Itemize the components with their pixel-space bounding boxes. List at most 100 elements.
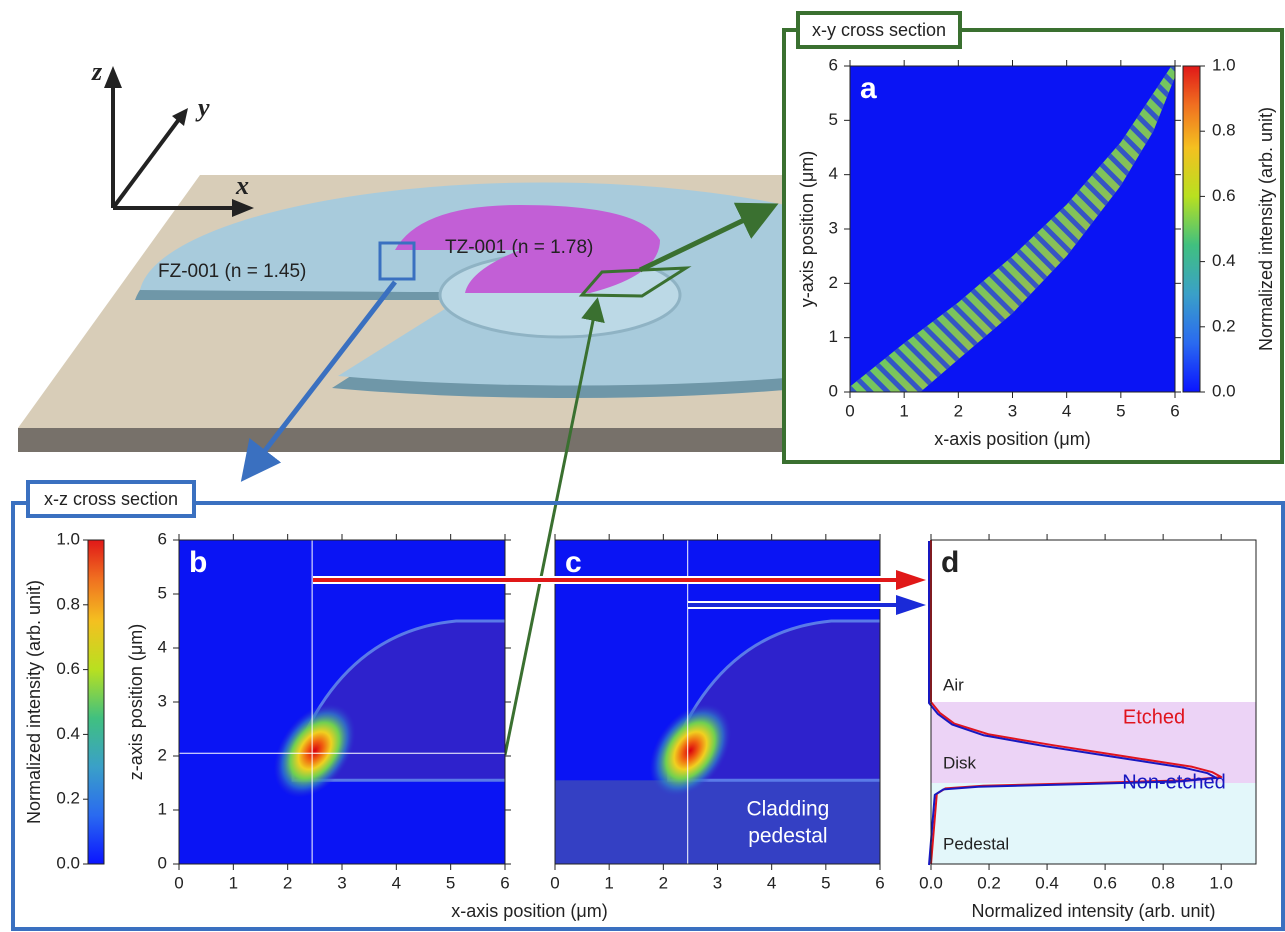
series-label: Etched [1123,706,1185,728]
frame-tag [26,480,196,518]
x-tick-label: 0.4 [1035,873,1059,892]
x-tick-label: 3 [713,873,722,892]
colorbar-tick-label: 1.0 [56,529,80,548]
y-axis-label: z-axis position (μm) [126,624,146,780]
x-tick-label: 0.0 [919,873,943,892]
x-tick-label: 4 [767,873,776,892]
series-label: Non-etched [1122,771,1225,793]
x-tick-label: 3 [337,873,346,892]
x-tick-label: 4 [1062,401,1071,420]
plot-area [555,540,880,864]
y-tick-label: 1 [829,327,838,346]
y-tick-label: 5 [829,110,838,129]
y-tick-label: 0 [829,381,838,400]
arrow [638,202,779,273]
hotspot [649,703,732,798]
colorbar-tick-label: 0.2 [56,789,80,808]
plot-border [554,539,881,865]
colorbar [87,539,105,865]
axes-3d [111,78,240,210]
colorbar-label: Normalized intensity (arb. unit) [1256,107,1276,351]
x-tick-label: 1.0 [1209,873,1233,892]
x-axis-label: x-axis position (μm) [451,901,607,921]
x-tick-label: 5 [1116,401,1125,420]
x-tick-label: 0.6 [1093,873,1117,892]
x-axis-label: Normalized intensity (arb. unit) [971,901,1215,921]
x-tick-label: 6 [500,873,509,892]
region-label: Pedestal [943,835,1009,854]
annotation: pedestal [748,825,827,848]
substrate-side [18,428,785,452]
x-tick-label: 6 [1170,401,1179,420]
y-tick-label: 2 [158,745,167,764]
panel-letter: c [565,546,582,579]
plot-border [849,65,1176,393]
colorbar-tick-label: 0.2 [1212,316,1236,335]
axis-name: z [91,57,103,86]
x-tick-label: 0 [550,873,559,892]
heatmap-bg [850,66,1175,392]
x-tick-label: 2 [283,873,292,892]
profile-line [928,541,1218,866]
colorbar-tick-label: 0.4 [1212,251,1236,270]
x-tick-label: 1 [604,873,613,892]
region-label: Disk [943,754,977,773]
xz-marker [378,241,416,281]
arrow [240,280,397,482]
plot-border [930,539,1257,865]
region [931,540,1256,702]
y-tick-label: 0 [158,853,167,872]
arrow-head [896,570,926,590]
x-tick-label: 3 [1008,401,1017,420]
colorbar-label: Normalized intensity (arb. unit) [24,580,44,824]
material-label: FZ-001 (n = 1.45) [158,261,306,282]
x-tick-label: 4 [392,873,401,892]
colorbar-tick-label: 0.8 [1212,121,1236,140]
colorbar-tick-label: 0.0 [56,853,80,872]
y-tick-label: 2 [829,273,838,292]
x-tick-label: 6 [875,873,884,892]
x-tick-label: 2 [659,873,668,892]
y-tick-label: 3 [158,691,167,710]
axis-name: y [195,93,210,122]
y-tick-label: 6 [158,529,167,548]
plot-border [178,539,506,865]
colorbar-tick-label: 0.4 [56,724,80,743]
x-tick-label: 0 [174,873,183,892]
x-tick-label: 2 [954,401,963,420]
y-tick-label: 5 [158,583,167,602]
region-label: Air [943,675,964,694]
colorbar-tick-label: 0.0 [1212,381,1236,400]
axis-name: x [235,171,249,200]
xy-marker [578,266,692,298]
x-axis-label: x-axis position (μm) [934,429,1090,449]
material-label: TZ-001 (n = 1.78) [445,237,593,258]
pedestal [555,780,880,864]
x-tick-label: 1 [899,401,908,420]
schematic: z y x FZ-001 (n = 1.45) TZ-001 (n = 1.78… [18,57,785,756]
colorbar-tick-label: 0.6 [1212,186,1236,205]
x-tick-label: 1 [229,873,238,892]
axes-heads [104,66,254,217]
colorbar-tick-label: 0.8 [56,594,80,613]
panel-letter: d [941,546,959,579]
arrow-head [896,595,926,615]
xz-frame [11,501,1285,931]
frame-label: x-z cross section [44,489,178,509]
y-tick-label: 1 [158,799,167,818]
colorbar [1182,65,1201,393]
panel-letter: a [860,72,877,105]
frame-tag [796,11,962,49]
plot-area [179,540,505,864]
y-tick-label: 6 [829,55,838,74]
annotation: Cladding [746,798,829,821]
x-tick-label: 0 [845,401,854,420]
y-tick-label: 3 [829,218,838,237]
colorbar-tick-label: 1.0 [1212,55,1236,74]
plot-area [850,66,1175,392]
x-tick-label: 0.2 [977,873,1001,892]
x-tick-label: 5 [821,873,830,892]
region [931,783,1256,864]
frame-label: x-y cross section [812,20,946,40]
